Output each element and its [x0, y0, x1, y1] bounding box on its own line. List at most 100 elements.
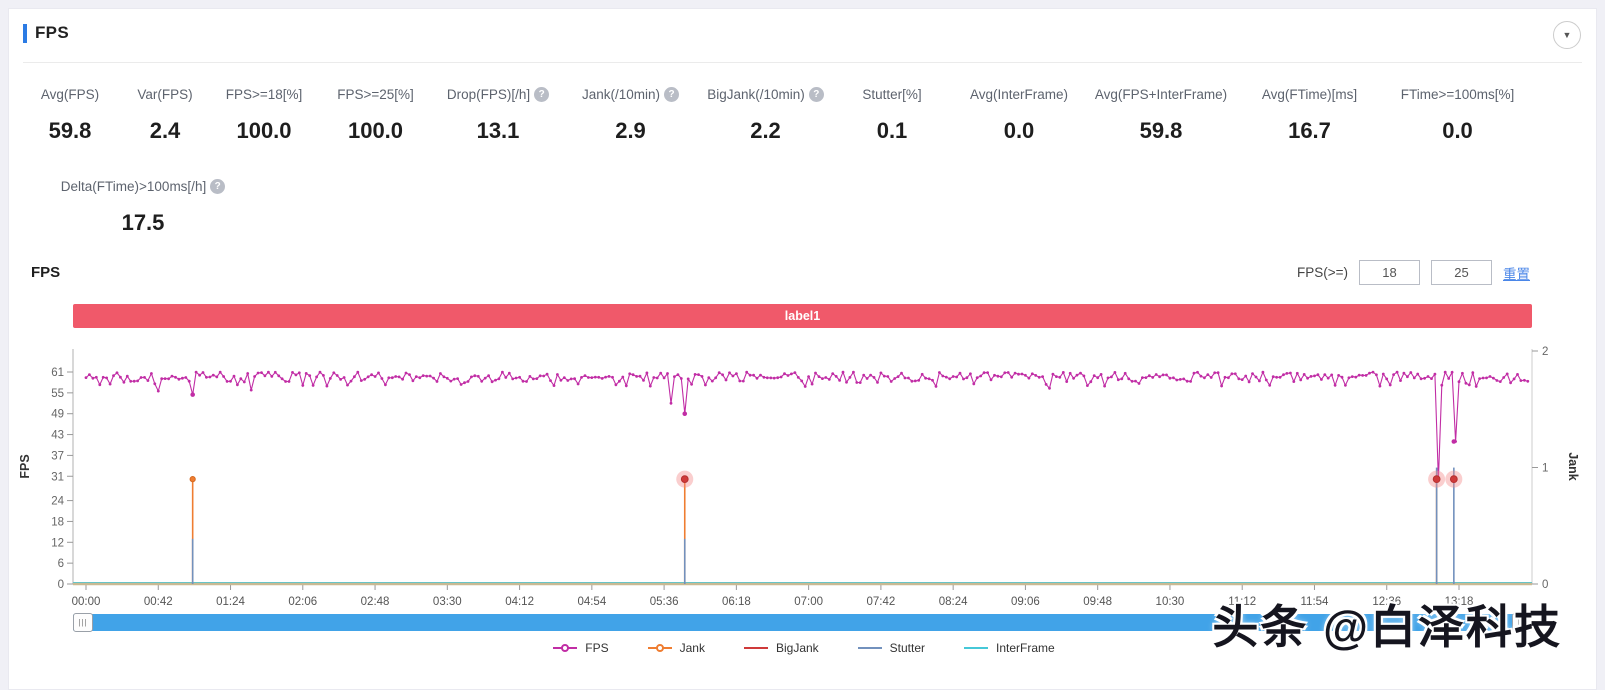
fps-point — [404, 371, 408, 375]
legend-item-interframe[interactable]: InterFrame — [963, 641, 1055, 655]
fps-point — [790, 372, 793, 376]
stat-label: Stutter[%] — [832, 87, 952, 102]
help-icon[interactable]: ? — [210, 179, 226, 194]
fps-point — [232, 374, 236, 378]
fps-point — [686, 377, 690, 381]
fps-point — [1037, 375, 1041, 379]
fps-point — [1220, 384, 1223, 388]
fps-threshold-input-2[interactable] — [1431, 260, 1492, 285]
fps-point — [762, 375, 766, 379]
fps-point — [786, 374, 790, 377]
fps-point — [1364, 374, 1368, 377]
stat-fps-25-: FPS>=25[%] 100.0 — [317, 87, 434, 144]
fps-point — [442, 375, 446, 379]
stat-label-text: FPS>=18[%] — [225, 87, 303, 102]
fps-point — [841, 370, 845, 374]
fps-point — [662, 376, 666, 380]
stat-label: Drop(FPS)[/h]? — [434, 87, 562, 102]
fps-point — [249, 388, 253, 392]
fps-threshold-filter: FPS(>=) 重置 — [1297, 260, 1530, 285]
fps-point — [153, 382, 157, 386]
fps-point — [965, 376, 969, 380]
fps-point — [1478, 377, 1481, 380]
fps-point — [910, 379, 914, 383]
legend-item-bigjank[interactable]: BigJank — [743, 641, 819, 655]
stat-bigjank-10min-: BigJank(/10min)? 2.2 — [699, 87, 832, 144]
fps-point — [944, 375, 948, 379]
fps-point — [1492, 376, 1495, 380]
fps-point — [528, 375, 532, 378]
stat-label-text: Avg(FTime)[ms] — [1261, 87, 1358, 102]
fps-point — [559, 378, 563, 382]
fps-point — [962, 377, 965, 381]
fps-point — [614, 383, 618, 387]
fps-point — [676, 373, 680, 376]
legend-item-jank[interactable]: Jank — [647, 641, 705, 655]
fps-point — [1196, 370, 1199, 374]
scrollbar-left-handle[interactable]: ||| — [73, 613, 93, 632]
stat-value: 13.1 — [476, 118, 520, 143]
fps-point — [600, 377, 604, 380]
fps-point — [150, 372, 153, 375]
fps-point — [951, 375, 955, 378]
grip-icon: ||| — [1517, 618, 1527, 627]
stat-label: Avg(InterFrame) — [952, 87, 1086, 102]
legend-item-stutter[interactable]: Stutter — [857, 641, 925, 655]
fps-point — [119, 375, 122, 379]
fps-point — [263, 374, 267, 378]
reset-link[interactable]: 重置 — [1503, 266, 1530, 282]
fps-point — [335, 374, 339, 377]
fps-point — [1089, 380, 1093, 384]
header-divider — [23, 62, 1582, 63]
x-tick-label: 00:00 — [72, 596, 101, 608]
fps-point — [287, 380, 291, 383]
fps-point — [146, 379, 150, 382]
fps-point — [98, 383, 102, 387]
fps-point — [256, 371, 260, 375]
fps-point — [1044, 383, 1048, 386]
chart-section-title: FPS — [31, 264, 61, 281]
stat-value: 2.4 — [149, 118, 181, 143]
fps-point — [1488, 375, 1492, 378]
fps-point — [277, 374, 281, 378]
fps-point — [848, 376, 852, 379]
fps-point — [1285, 372, 1289, 375]
x-tick-label: 09:48 — [1083, 596, 1112, 608]
fps-point — [679, 377, 683, 380]
y-tick-right-label: 2 — [1542, 346, 1548, 358]
x-tick-label: 07:00 — [794, 596, 823, 608]
fps-point — [397, 375, 401, 379]
fps-point — [332, 371, 336, 375]
legend-item-fps[interactable]: FPS — [552, 641, 609, 655]
fps-point — [1323, 373, 1327, 376]
fps-point — [1512, 377, 1516, 381]
fps-point — [483, 376, 487, 380]
help-icon[interactable]: ? — [808, 87, 824, 102]
stat-label: FPS>=18[%] — [211, 87, 317, 102]
fps-point — [889, 380, 893, 383]
fps-point — [1350, 375, 1354, 378]
y-axis-title-left: FPS — [18, 454, 32, 478]
fps-point — [139, 376, 143, 379]
fps-point — [931, 378, 934, 382]
fps-threshold-input-1[interactable] — [1359, 260, 1420, 285]
fps-point — [858, 381, 862, 384]
help-icon[interactable]: ? — [534, 87, 550, 102]
stat-value: 0.0 — [1442, 118, 1473, 143]
fps-point — [934, 385, 938, 388]
y-tick-right-label: 1 — [1542, 463, 1548, 475]
fps-point — [1467, 383, 1471, 387]
scrollbar-right-handle[interactable]: ||| — [1512, 613, 1532, 632]
fps-point — [1041, 375, 1044, 378]
fps-point — [638, 374, 642, 378]
fps-point — [267, 370, 270, 374]
fps-point — [136, 379, 139, 383]
fps-point — [225, 380, 229, 383]
chart-scrollbar[interactable]: ||| ||| — [73, 613, 1532, 632]
fps-point — [542, 374, 546, 378]
fps-point — [597, 375, 601, 379]
collapse-button[interactable]: ▼ — [1553, 21, 1581, 49]
help-icon[interactable]: ? — [664, 87, 680, 102]
legend-swatch — [857, 647, 882, 649]
